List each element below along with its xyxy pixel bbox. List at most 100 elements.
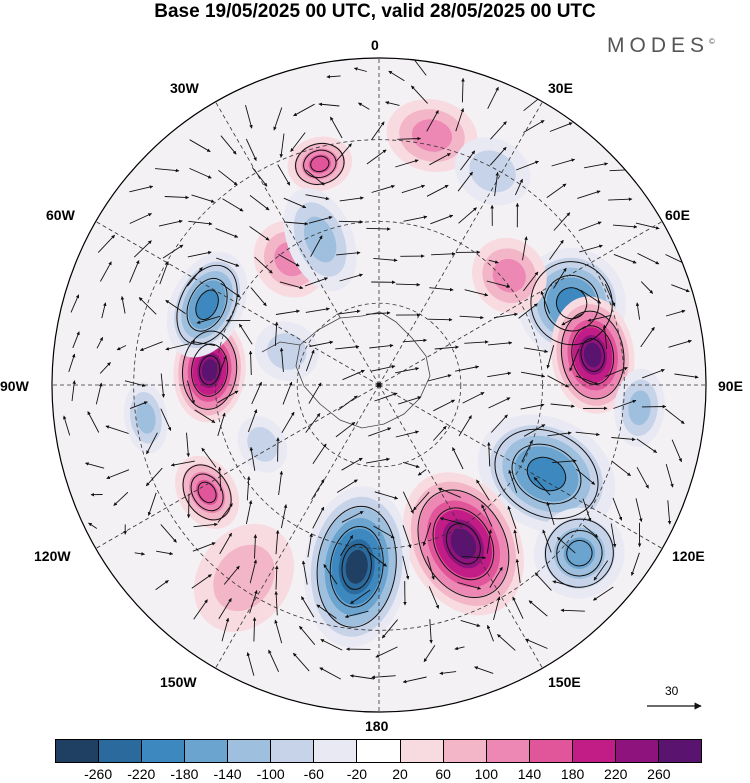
wind-vector-arrow <box>637 252 660 265</box>
contour-line <box>511 443 582 505</box>
wind-vector-arrow <box>410 85 428 104</box>
wind-vector-arrow <box>611 460 631 477</box>
wind-vector-arrow <box>217 390 239 404</box>
wind-vector-arrow <box>301 560 308 585</box>
wind-vector-arrow <box>426 110 439 132</box>
wind-vector-arrow <box>431 252 456 256</box>
wind-vector-arrow <box>402 461 420 469</box>
wind-vector-arrow <box>487 442 491 467</box>
wind-vector-arrow <box>278 470 284 496</box>
wind-vector-arrow <box>278 254 300 267</box>
colorbar-tick-label: -260 <box>84 766 113 782</box>
colorbar-tick-label: -180 <box>170 766 199 782</box>
colorbar-bin <box>99 740 143 762</box>
wind-vector-arrow <box>426 556 435 580</box>
contour-line <box>556 529 603 577</box>
wind-vector-arrow <box>490 121 507 140</box>
wind-vector-arrow <box>97 234 116 253</box>
anomaly-shading <box>492 258 526 293</box>
graticule <box>52 58 706 712</box>
wind-vector-arrow <box>318 102 340 107</box>
wind-vector-arrow <box>320 638 343 651</box>
wind-vector-arrow <box>374 491 399 500</box>
wind-vector-arrow <box>430 214 454 225</box>
wind-vector-arrow <box>612 224 638 229</box>
contour-line <box>329 525 384 608</box>
wind-vector-arrow <box>246 476 251 501</box>
wind-vector-arrow <box>365 457 390 464</box>
wind-vector-arrow <box>635 222 660 230</box>
wind-vector-arrow <box>129 401 148 410</box>
wind-vector-arrow <box>238 323 253 345</box>
colorbar-bin <box>572 740 616 762</box>
wind-vector-arrow <box>528 600 548 617</box>
wind-vector-arrow <box>373 257 398 263</box>
wind-vector-arrow <box>582 498 592 522</box>
wind-vector-arrow <box>146 432 158 455</box>
wind-vector-arrow <box>575 431 600 437</box>
wind-vectors <box>63 58 699 684</box>
wind-vector-arrow <box>218 169 238 186</box>
wind-vector-arrow <box>402 525 412 549</box>
wind-vector-arrow <box>129 213 152 224</box>
wind-vector-arrow <box>249 226 270 241</box>
longitude-label-120e: 120E <box>672 548 705 564</box>
contour-line <box>417 489 510 599</box>
wind-vector-arrow <box>268 649 280 672</box>
wind-vector-arrow <box>551 158 576 167</box>
wind-vector-arrow <box>665 309 686 317</box>
wind-vector-arrow <box>253 534 258 559</box>
wind-vector-arrow <box>312 506 325 529</box>
wind-vector-arrow <box>187 250 212 258</box>
colorbar-bin <box>529 740 573 762</box>
wind-vector-arrow <box>159 261 169 285</box>
wind-vector-arrow <box>247 409 258 433</box>
wind-vector-arrow <box>557 536 576 554</box>
wind-vector-arrow <box>308 382 322 404</box>
latitude-circle <box>296 302 462 468</box>
wind-vector-arrow <box>487 341 513 346</box>
wind-vector-arrow <box>326 74 341 79</box>
wind-vector-arrow <box>160 373 166 398</box>
brand-logo: MODES© <box>607 34 715 58</box>
wind-vector-arrow <box>613 399 637 409</box>
wind-vector-arrow <box>630 552 640 576</box>
wind-vector-arrow <box>254 256 273 274</box>
wind-vector-arrow <box>217 466 222 492</box>
wind-vector-arrow <box>371 121 385 140</box>
wind-vector-arrow <box>309 340 334 347</box>
wind-vector-arrow <box>489 146 507 166</box>
wind-vector-arrow <box>341 457 363 471</box>
contour-line <box>445 523 481 565</box>
contour-line <box>560 310 625 400</box>
colorbar <box>55 739 702 763</box>
wind-vector-arrow <box>116 345 127 351</box>
map-title: Base 19/05/2025 00 UTC, valid 28/05/2025… <box>154 1 596 22</box>
wind-vector-arrow <box>515 558 521 583</box>
colorbar-tick-label: 140 <box>517 766 542 782</box>
wind-vector-arrow <box>508 469 518 494</box>
contour-line <box>341 543 372 590</box>
anomaly-shading <box>345 549 368 584</box>
wind-vector-arrow <box>217 412 226 437</box>
wind-vector-arrow <box>292 652 310 672</box>
contour-line <box>566 539 593 567</box>
wind-vector-arrow <box>611 437 636 442</box>
wind-vector-arrow <box>337 395 358 411</box>
wind-vector-arrow <box>160 524 177 543</box>
wind-vector-arrow <box>398 396 422 405</box>
wind-vector-arrow <box>349 674 375 680</box>
wind-vector-arrow <box>305 307 330 313</box>
wind-vector-arrow <box>608 197 633 202</box>
wind-vector-arrow <box>486 280 511 289</box>
wind-vector-arrow <box>521 440 533 463</box>
wind-vector-arrow <box>513 529 520 554</box>
wind-vector-arrow <box>113 491 129 506</box>
meridian-line <box>215 101 380 386</box>
colorbar-tick-label: -100 <box>256 766 285 782</box>
wind-vector-arrow <box>549 122 573 132</box>
colorbar-tick-label: 100 <box>474 766 499 782</box>
wind-vector-arrow <box>218 598 232 620</box>
wind-vector-arrow <box>486 624 494 642</box>
map-border <box>51 57 707 713</box>
